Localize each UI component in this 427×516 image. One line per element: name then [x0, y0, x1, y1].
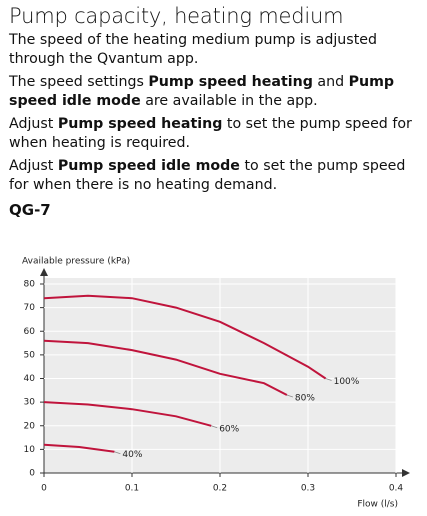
bold-text: Pump speed idle mode	[9, 74, 395, 109]
x-axis-label: Flow (l/s)	[357, 500, 398, 510]
curve-label: 40%	[122, 450, 142, 460]
y-tick-label: 80	[24, 280, 36, 290]
text: to set the pump speed for when there is …	[9, 158, 406, 193]
x-arrow	[402, 469, 410, 477]
text: are available in the app.	[140, 93, 318, 109]
paragraph: The speed settings Pump speed heating an…	[9, 73, 421, 111]
x-tick-label: 0.3	[301, 484, 315, 494]
y-arrow	[40, 268, 48, 276]
y-tick-label: 50	[24, 350, 36, 360]
curve-label: 80%	[295, 394, 315, 404]
x-tick-label: 0.2	[213, 484, 227, 494]
bold-text: Pump speed heating	[57, 116, 223, 132]
text: to set the pump speed for when heating i…	[9, 116, 412, 151]
x-tick-label: 0.4	[389, 484, 404, 494]
label-leader	[211, 425, 218, 429]
label-leader	[286, 394, 294, 398]
paragraph: Adjust Pump speed idle mode to set the p…	[9, 157, 421, 195]
paragraph: The speed of the heating medium pump is …	[9, 31, 421, 69]
bold-text: Pump speed heating	[148, 74, 313, 90]
curve	[43, 443, 115, 453]
curve	[43, 339, 288, 396]
curve	[43, 401, 212, 427]
y-tick-label: 70	[24, 303, 36, 313]
y-axis-label: Available pressure (kPa)	[22, 257, 130, 267]
bold-text: Pump speed idle mode	[57, 158, 240, 174]
subheading: QG-7	[9, 201, 51, 219]
text: and	[312, 74, 349, 90]
y-tick-label: 10	[24, 445, 36, 455]
body-text: The speed of the heating medium pump is …	[9, 31, 421, 195]
x-tick-label: 0	[41, 484, 47, 494]
y-tick-label: 30	[24, 398, 36, 408]
text: Adjust	[9, 116, 58, 132]
curve-label: 60%	[219, 424, 239, 434]
text: The speed of the heating medium pump is …	[9, 32, 377, 67]
document: Pump capacity, heating medium The speed …	[9, 4, 421, 219]
paragraph: Adjust Pump speed heating to set the pum…	[9, 115, 421, 153]
x-tick-label: 0.1	[125, 484, 139, 494]
chart: Available pressure (kPa) Flow (l/s) 0 10 2…	[22, 257, 410, 510]
y-tick-label: 40	[24, 374, 36, 384]
label-leader	[325, 378, 332, 381]
curve	[43, 294, 327, 380]
text: The speed settings	[9, 74, 149, 90]
label-leader	[114, 451, 121, 455]
y-tick-label: 0	[29, 469, 35, 479]
y-tick-label: 60	[24, 327, 36, 337]
y-tick-label: 20	[24, 421, 36, 431]
text: Adjust	[9, 158, 58, 174]
title: Pump capacity, heating medium	[9, 4, 344, 28]
curve-label: 100%	[334, 377, 360, 387]
